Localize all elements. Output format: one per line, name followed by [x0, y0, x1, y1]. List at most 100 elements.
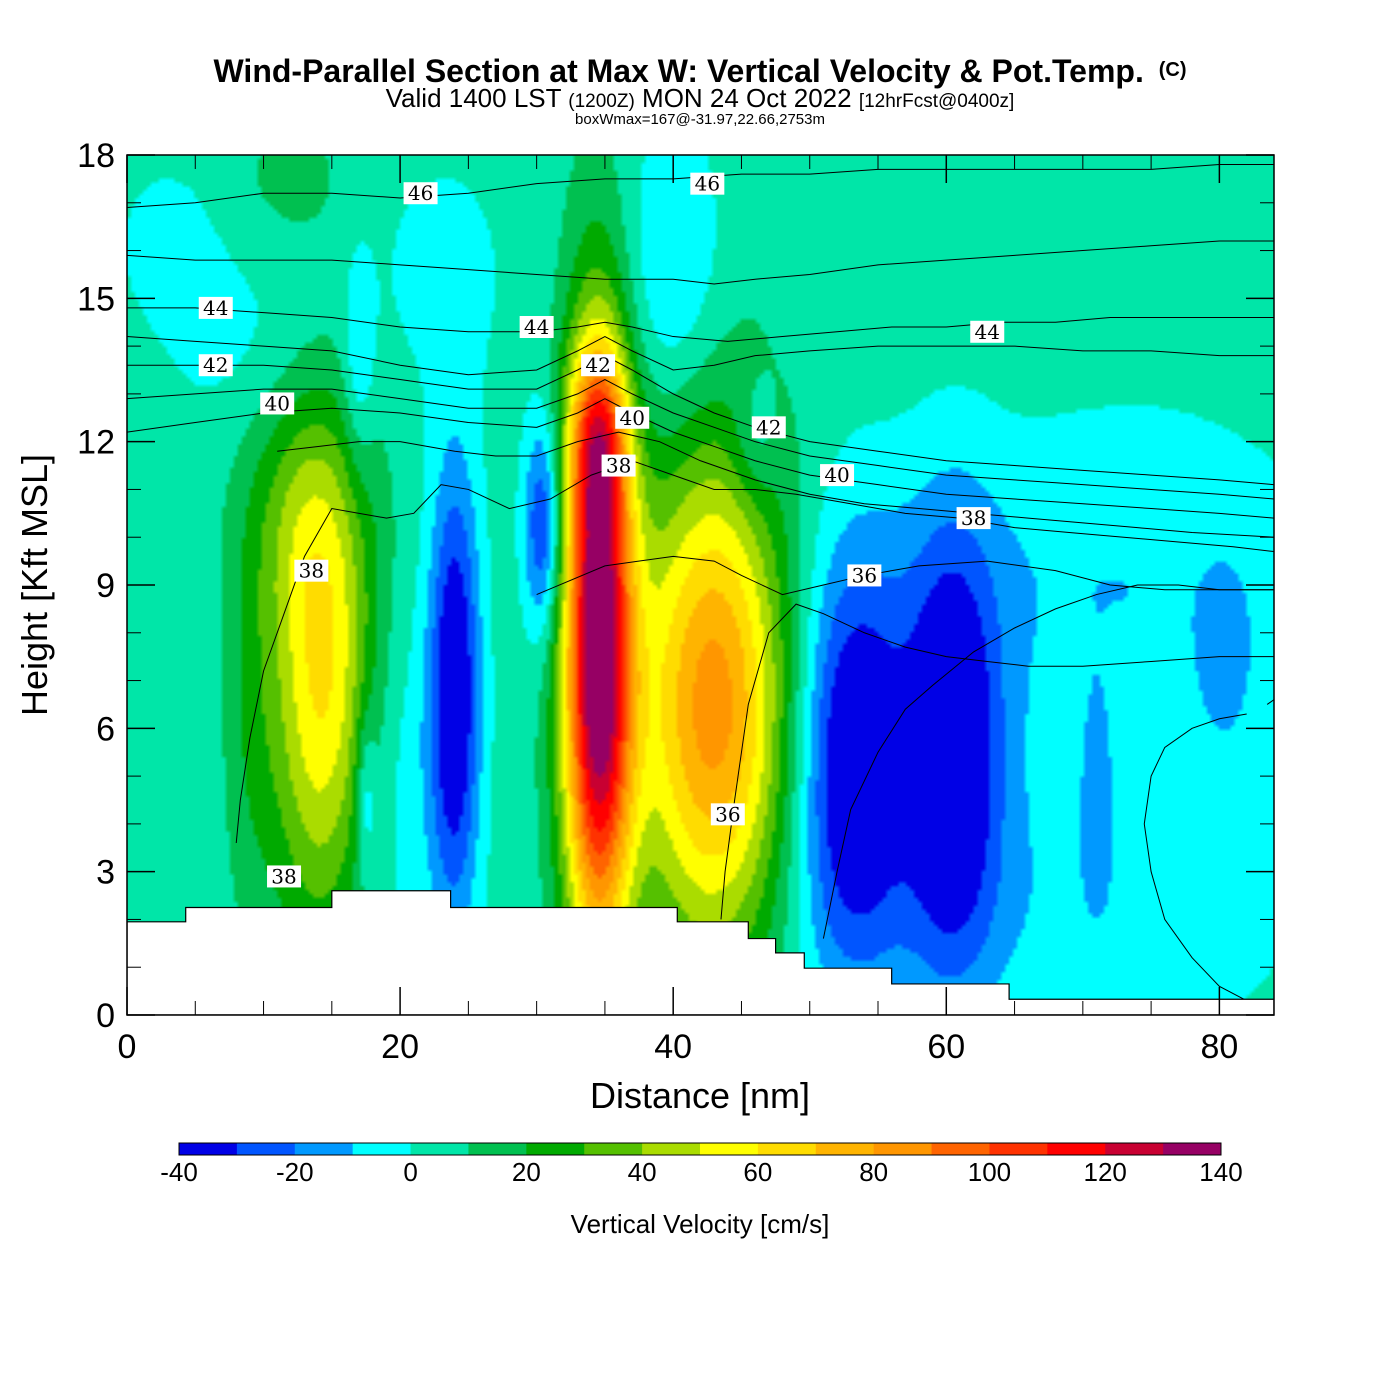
isentrope-label-44: 44	[970, 320, 1005, 344]
isentrope-label-text: 38	[961, 506, 986, 530]
isentrope-label-box	[519, 316, 554, 338]
isentrope-label-box	[820, 464, 855, 487]
isentrope-label-text: 38	[606, 454, 631, 478]
isentrope-label-36: 36	[847, 563, 882, 587]
isentrope-label-42: 42	[581, 353, 616, 377]
plot-area: 36 36 38 38 38 38 40 40 40 42 42 42 44 44 44 46 46	[127, 155, 1274, 1015]
colorbar-swatch	[468, 1143, 527, 1155]
isentrope-label-text: 40	[824, 463, 849, 487]
isentrope-label-text: 38	[271, 864, 296, 888]
isentrope-label-36: 36	[710, 802, 745, 826]
isentrope-43-line-10	[127, 335, 1274, 376]
isentrope-label-46: 46	[403, 181, 438, 205]
subtitle-utc: (1200Z)	[568, 91, 635, 112]
isentrope-label-text: 40	[264, 391, 289, 415]
isentrope-label-text: 38	[299, 559, 324, 583]
chart-title: Wind-Parallel Section at Max W: Vertical…	[214, 53, 1187, 89]
y-tick-label: 6	[96, 710, 115, 748]
colorbar-swatch	[873, 1143, 933, 1155]
colorbar-tick-label: 60	[743, 1157, 772, 1187]
y-tick-label: 18	[77, 137, 115, 175]
subtitle-forecast: [12hrFcst@0400z]	[859, 91, 1015, 112]
x-tick-label: 80	[1200, 1028, 1238, 1066]
subtitle-valid: Valid 1400 LST	[386, 83, 562, 113]
subtitle-date: MON 24 Oct 2022	[642, 83, 852, 113]
isentrope-label-40: 40	[615, 406, 650, 430]
isentrope-41-line-8	[127, 378, 1274, 500]
isentrope-label-38: 38	[601, 454, 636, 478]
chart-title-mark: (C)	[1159, 59, 1187, 81]
isentrope-label-text: 40	[619, 406, 644, 430]
y-tick-label: 12	[77, 424, 115, 462]
isentrope-42-line-9	[127, 355, 1274, 486]
y-tick-label: 15	[77, 280, 115, 318]
y-tick-label: 0	[96, 997, 115, 1035]
colorbar-swatch	[584, 1143, 643, 1155]
isentrope-label-text: 36	[852, 563, 877, 587]
isentrope-labels: 36 36 38 38 38 38 40 40 40 42 42 42 44 44 44 46 46	[198, 172, 1005, 888]
isentrope-37-line-2	[822, 584, 1274, 939]
isentrope-label-box	[751, 416, 786, 439]
isentrope-38-line-6	[277, 431, 1274, 538]
colorbar-swatch	[410, 1143, 469, 1155]
colorbar-tick-label: 100	[968, 1157, 1011, 1187]
x-tick-label: 40	[654, 1028, 692, 1066]
colorbar-tick-label: 80	[859, 1157, 888, 1187]
colorbar-swatch	[1163, 1143, 1222, 1155]
chart-title-text: Wind-Parallel Section at Max W: Vertical…	[214, 53, 1144, 89]
colorbar-frame	[178, 1142, 1222, 1156]
isentrope-label-38: 38	[294, 559, 329, 583]
isentrope-label-text: 42	[203, 353, 228, 377]
isentrope-label-text: 36	[715, 802, 740, 826]
isentrope-label-42: 42	[751, 415, 786, 439]
isentrope-label-box	[601, 454, 636, 477]
isentrope-label-box	[403, 182, 438, 205]
colorbar-swatch	[931, 1143, 990, 1155]
isentrope-label-box	[267, 865, 302, 888]
colorbar-tick-label: -20	[276, 1157, 314, 1187]
isentrope-45-line-12	[127, 240, 1274, 285]
isentrope-label-box	[198, 354, 233, 377]
isentrope-label-text: 44	[975, 320, 1000, 344]
isentrope-label-box	[956, 507, 991, 530]
y-axis-title: Height [Kft MSL]	[14, 454, 55, 716]
colorbar-tick-label: 0	[403, 1157, 417, 1187]
isentrope-40-line-7	[127, 398, 1274, 519]
isentrope-label-box	[690, 172, 725, 195]
y-tick-label: 9	[96, 567, 115, 605]
terrain-mask	[127, 890, 1274, 1015]
colorbar-swatch	[179, 1143, 238, 1155]
isentrope-label-box	[615, 406, 650, 429]
isentrope-36-line-1	[720, 603, 1274, 920]
isentrope-label-text: 42	[585, 353, 610, 377]
colorbar-tick-label: 120	[1084, 1157, 1127, 1187]
colorbar-tick-label: 40	[628, 1157, 657, 1187]
isentrope-label-text: 44	[524, 315, 549, 339]
isentrope-label-box	[970, 320, 1005, 343]
colorbar-swatch	[700, 1143, 759, 1155]
colorbar-title: Vertical Velocity [cm/s]	[571, 1209, 830, 1239]
isentrope-label-38: 38	[267, 864, 302, 888]
isentrope-label-box	[294, 559, 329, 582]
isentrope-label-40: 40	[820, 463, 855, 487]
colorbar-swatch	[1105, 1143, 1164, 1155]
isentrope-label-box	[710, 803, 745, 826]
colorbar-swatch	[815, 1143, 875, 1155]
isentrope-label-box	[581, 354, 616, 377]
colorbar-swatch	[1047, 1143, 1106, 1155]
colorbar-swatch	[294, 1143, 354, 1155]
isentrope-35-line-3	[1266, 699, 1274, 705]
colorbar-tick-label: 20	[512, 1157, 541, 1187]
isentrope-label-box	[198, 296, 233, 319]
x-tick-label: 20	[381, 1028, 419, 1066]
chart-annotation: boxWmax=167@-31.97,22.66,2753m	[575, 111, 825, 128]
isentrope-label-46: 46	[690, 172, 725, 196]
colorbar-swatch	[236, 1143, 296, 1155]
colorbar-swatch	[642, 1143, 701, 1155]
isentrope-label-44: 44	[198, 296, 233, 320]
isentrope-label-38: 38	[956, 506, 991, 530]
vertical-velocity-field	[127, 155, 1274, 1015]
colorbar-tick-label: -40	[160, 1157, 198, 1187]
isentrope-label-text: 42	[756, 415, 781, 439]
